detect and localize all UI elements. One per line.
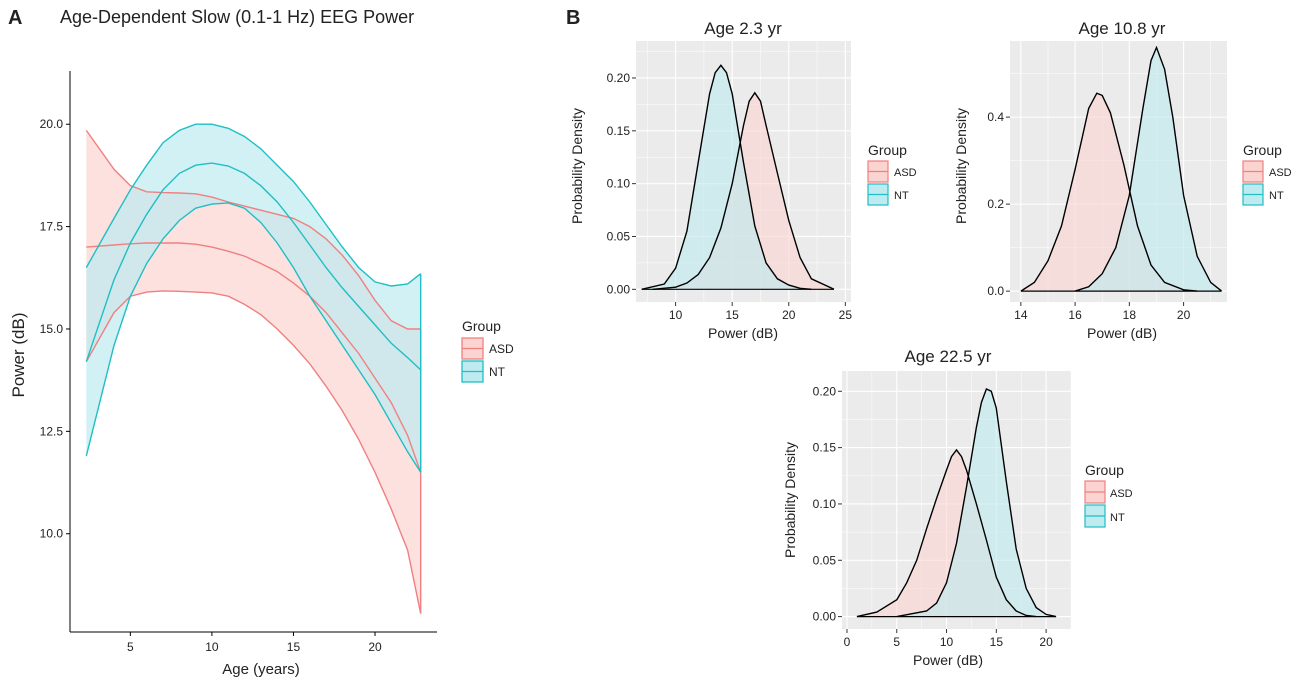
panel-letter-a: A xyxy=(8,7,22,29)
panel-b1-ylabel: Probability Density xyxy=(569,108,585,224)
x-tick-label: 25 xyxy=(839,308,853,322)
panel-a-chart: Age-Dependent Slow (0.1-1 Hz) EEG Power … xyxy=(9,7,514,678)
panel-b3-xlabel: Power (dB) xyxy=(913,652,983,668)
line-asd-lower xyxy=(85,290,422,614)
y-tick-label: 0.4 xyxy=(987,110,1004,124)
y-tick-label: 0.20 xyxy=(607,71,631,85)
panel-b1-legend: Group ASD NT xyxy=(867,142,917,206)
density-line-asd xyxy=(1020,92,1198,292)
x-tick-label: 15 xyxy=(287,640,301,654)
x-tick-label: 20 xyxy=(782,308,796,322)
line-asd-mean xyxy=(86,242,422,473)
density-line-asd xyxy=(652,91,835,290)
y-tick-label: 15.0 xyxy=(40,322,64,336)
y-tick-label: 0.10 xyxy=(813,497,837,511)
panel-b2-xlabel: Power (dB) xyxy=(1087,325,1157,341)
panel-b2-chart: Age 10.8 yr Probability Density Power (d… xyxy=(953,19,1292,341)
x-tick-label: 10 xyxy=(669,308,683,322)
panel-b3-ylabel: Probability Density xyxy=(782,442,798,558)
legend-label-asd: ASD xyxy=(1110,488,1133,500)
legend-label-nt: NT xyxy=(1110,512,1125,524)
y-tick-label: 0.0 xyxy=(987,284,1004,298)
line-nt-mean xyxy=(85,162,422,371)
legend-title: Group xyxy=(462,318,501,334)
panel-a-legend: Group ASD NT xyxy=(461,318,514,383)
y-tick-label: 0.05 xyxy=(813,553,837,567)
x-tick-label: 5 xyxy=(127,640,134,654)
legend-label-asd: ASD xyxy=(1269,167,1292,179)
x-tick-label: 18 xyxy=(1123,308,1137,322)
y-tick-label: 0.20 xyxy=(813,384,837,398)
y-tick-label: 0.10 xyxy=(607,177,631,191)
line-asd-upper xyxy=(85,129,421,330)
panel-b1-chart: Age 2.3 yr Probability Density Power (dB… xyxy=(569,19,917,341)
y-tick-label: 20.0 xyxy=(40,117,64,131)
legend-label-nt: NT xyxy=(1269,190,1284,202)
y-tick-label: 10.0 xyxy=(40,527,64,541)
panel-b1-title: Age 2.3 yr xyxy=(704,19,782,38)
x-tick-label: 20 xyxy=(1177,308,1191,322)
density-line-nt xyxy=(1074,45,1223,292)
x-tick-label: 15 xyxy=(726,308,740,322)
density-fill-nt xyxy=(641,65,812,290)
panel-b3-legend: Group ASD NT xyxy=(1084,462,1133,528)
legend-label-nt: NT xyxy=(894,190,909,202)
x-tick-label: 14 xyxy=(1014,308,1028,322)
panel-b3-chart: Age 22.5 yr Probability Density Power (d… xyxy=(782,347,1133,668)
y-tick-label: 0.05 xyxy=(607,229,631,243)
legend-label-asd: ASD xyxy=(894,167,917,179)
legend-label-asd: ASD xyxy=(489,342,514,356)
legend-label-nt: NT xyxy=(489,365,506,379)
panel-b1-xlabel: Power (dB) xyxy=(708,325,778,341)
density-fill-asd xyxy=(1020,93,1198,292)
panel-b2-title: Age 10.8 yr xyxy=(1079,19,1166,38)
x-tick-label: 20 xyxy=(1039,635,1053,649)
legend-title: Group xyxy=(1243,142,1282,158)
x-tick-label: 20 xyxy=(368,640,382,654)
line-nt-upper xyxy=(85,123,422,287)
y-tick-label: 0.15 xyxy=(607,124,631,138)
panel-a-ylabel: Power (dB) xyxy=(9,312,28,397)
legend-title: Group xyxy=(868,142,907,158)
x-tick-label: 0 xyxy=(844,635,851,649)
y-tick-label: 0.00 xyxy=(607,282,631,296)
ribbon-nt xyxy=(86,124,421,473)
y-tick-label: 12.5 xyxy=(40,424,64,438)
x-tick-label: 5 xyxy=(893,635,900,649)
x-tick-label: 10 xyxy=(940,635,954,649)
panel-b3-title: Age 22.5 yr xyxy=(905,347,992,366)
density-line-nt xyxy=(641,64,812,290)
density-fill-nt xyxy=(1075,47,1222,292)
panel-b2-ylabel: Probability Density xyxy=(953,108,969,224)
y-tick-label: 17.5 xyxy=(40,220,64,234)
y-tick-label: 0.15 xyxy=(813,441,837,455)
panel-b2-legend: Group ASD NT xyxy=(1242,142,1292,206)
density-line-nt xyxy=(896,388,1057,618)
y-tick-label: 0.00 xyxy=(813,610,837,624)
y-tick-label: 0.2 xyxy=(987,197,1004,211)
x-tick-label: 16 xyxy=(1068,308,1082,322)
panel-a-title: Age-Dependent Slow (0.1-1 Hz) EEG Power xyxy=(60,7,414,27)
panel-a-xlabel: Age (years) xyxy=(222,661,300,678)
density-line-asd xyxy=(856,448,1037,618)
panel-letter-b: B xyxy=(566,7,580,29)
x-tick-label: 10 xyxy=(205,640,219,654)
x-tick-label: 15 xyxy=(990,635,1004,649)
line-nt-lower xyxy=(85,202,422,473)
legend-title: Group xyxy=(1085,462,1124,478)
